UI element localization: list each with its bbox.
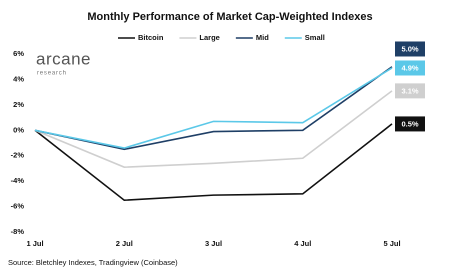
logo-name: arcane	[36, 49, 91, 68]
y-tick-label: 6%	[13, 49, 24, 58]
value-label: 3.1%	[401, 86, 418, 95]
legend-label: Bitcoin	[138, 33, 164, 42]
x-tick-label: 4 Jul	[294, 239, 311, 248]
y-tick-label: -6%	[11, 202, 25, 211]
value-label-box	[395, 83, 425, 99]
value-label: 4.9%	[401, 63, 418, 72]
y-tick-label: 2%	[13, 100, 24, 109]
value-label-box	[395, 41, 425, 57]
y-tick-label: 4%	[13, 74, 24, 83]
legend-label: Small	[305, 33, 325, 42]
series-line	[34, 66, 393, 151]
legend-label: Mid	[256, 33, 269, 42]
x-tick-label: 5 Jul	[383, 239, 400, 248]
source-note: Source: Bletchley Indexes, Tradingview (…	[8, 258, 178, 267]
y-tick-label: 0%	[13, 125, 24, 134]
x-tick-label: 3 Jul	[205, 239, 222, 248]
x-tick-label: 1 Jul	[26, 239, 43, 248]
x-tick-label: 2 Jul	[116, 239, 133, 248]
series-line	[34, 67, 393, 149]
y-tick-label: -8%	[11, 227, 25, 236]
series-line	[34, 123, 393, 202]
y-tick-label: -2%	[11, 151, 25, 160]
value-label: 5.0%	[401, 44, 418, 53]
series-line	[34, 90, 393, 168]
logo-tagline: research	[37, 71, 67, 77]
value-label: 0.5%	[401, 119, 418, 128]
y-tick-label: -4%	[11, 176, 25, 185]
value-label-box	[395, 60, 425, 76]
value-label-box	[395, 116, 425, 132]
legend-label: Large	[199, 33, 219, 42]
chart-title: Monthly Performance of Market Cap-Weight…	[87, 11, 372, 23]
